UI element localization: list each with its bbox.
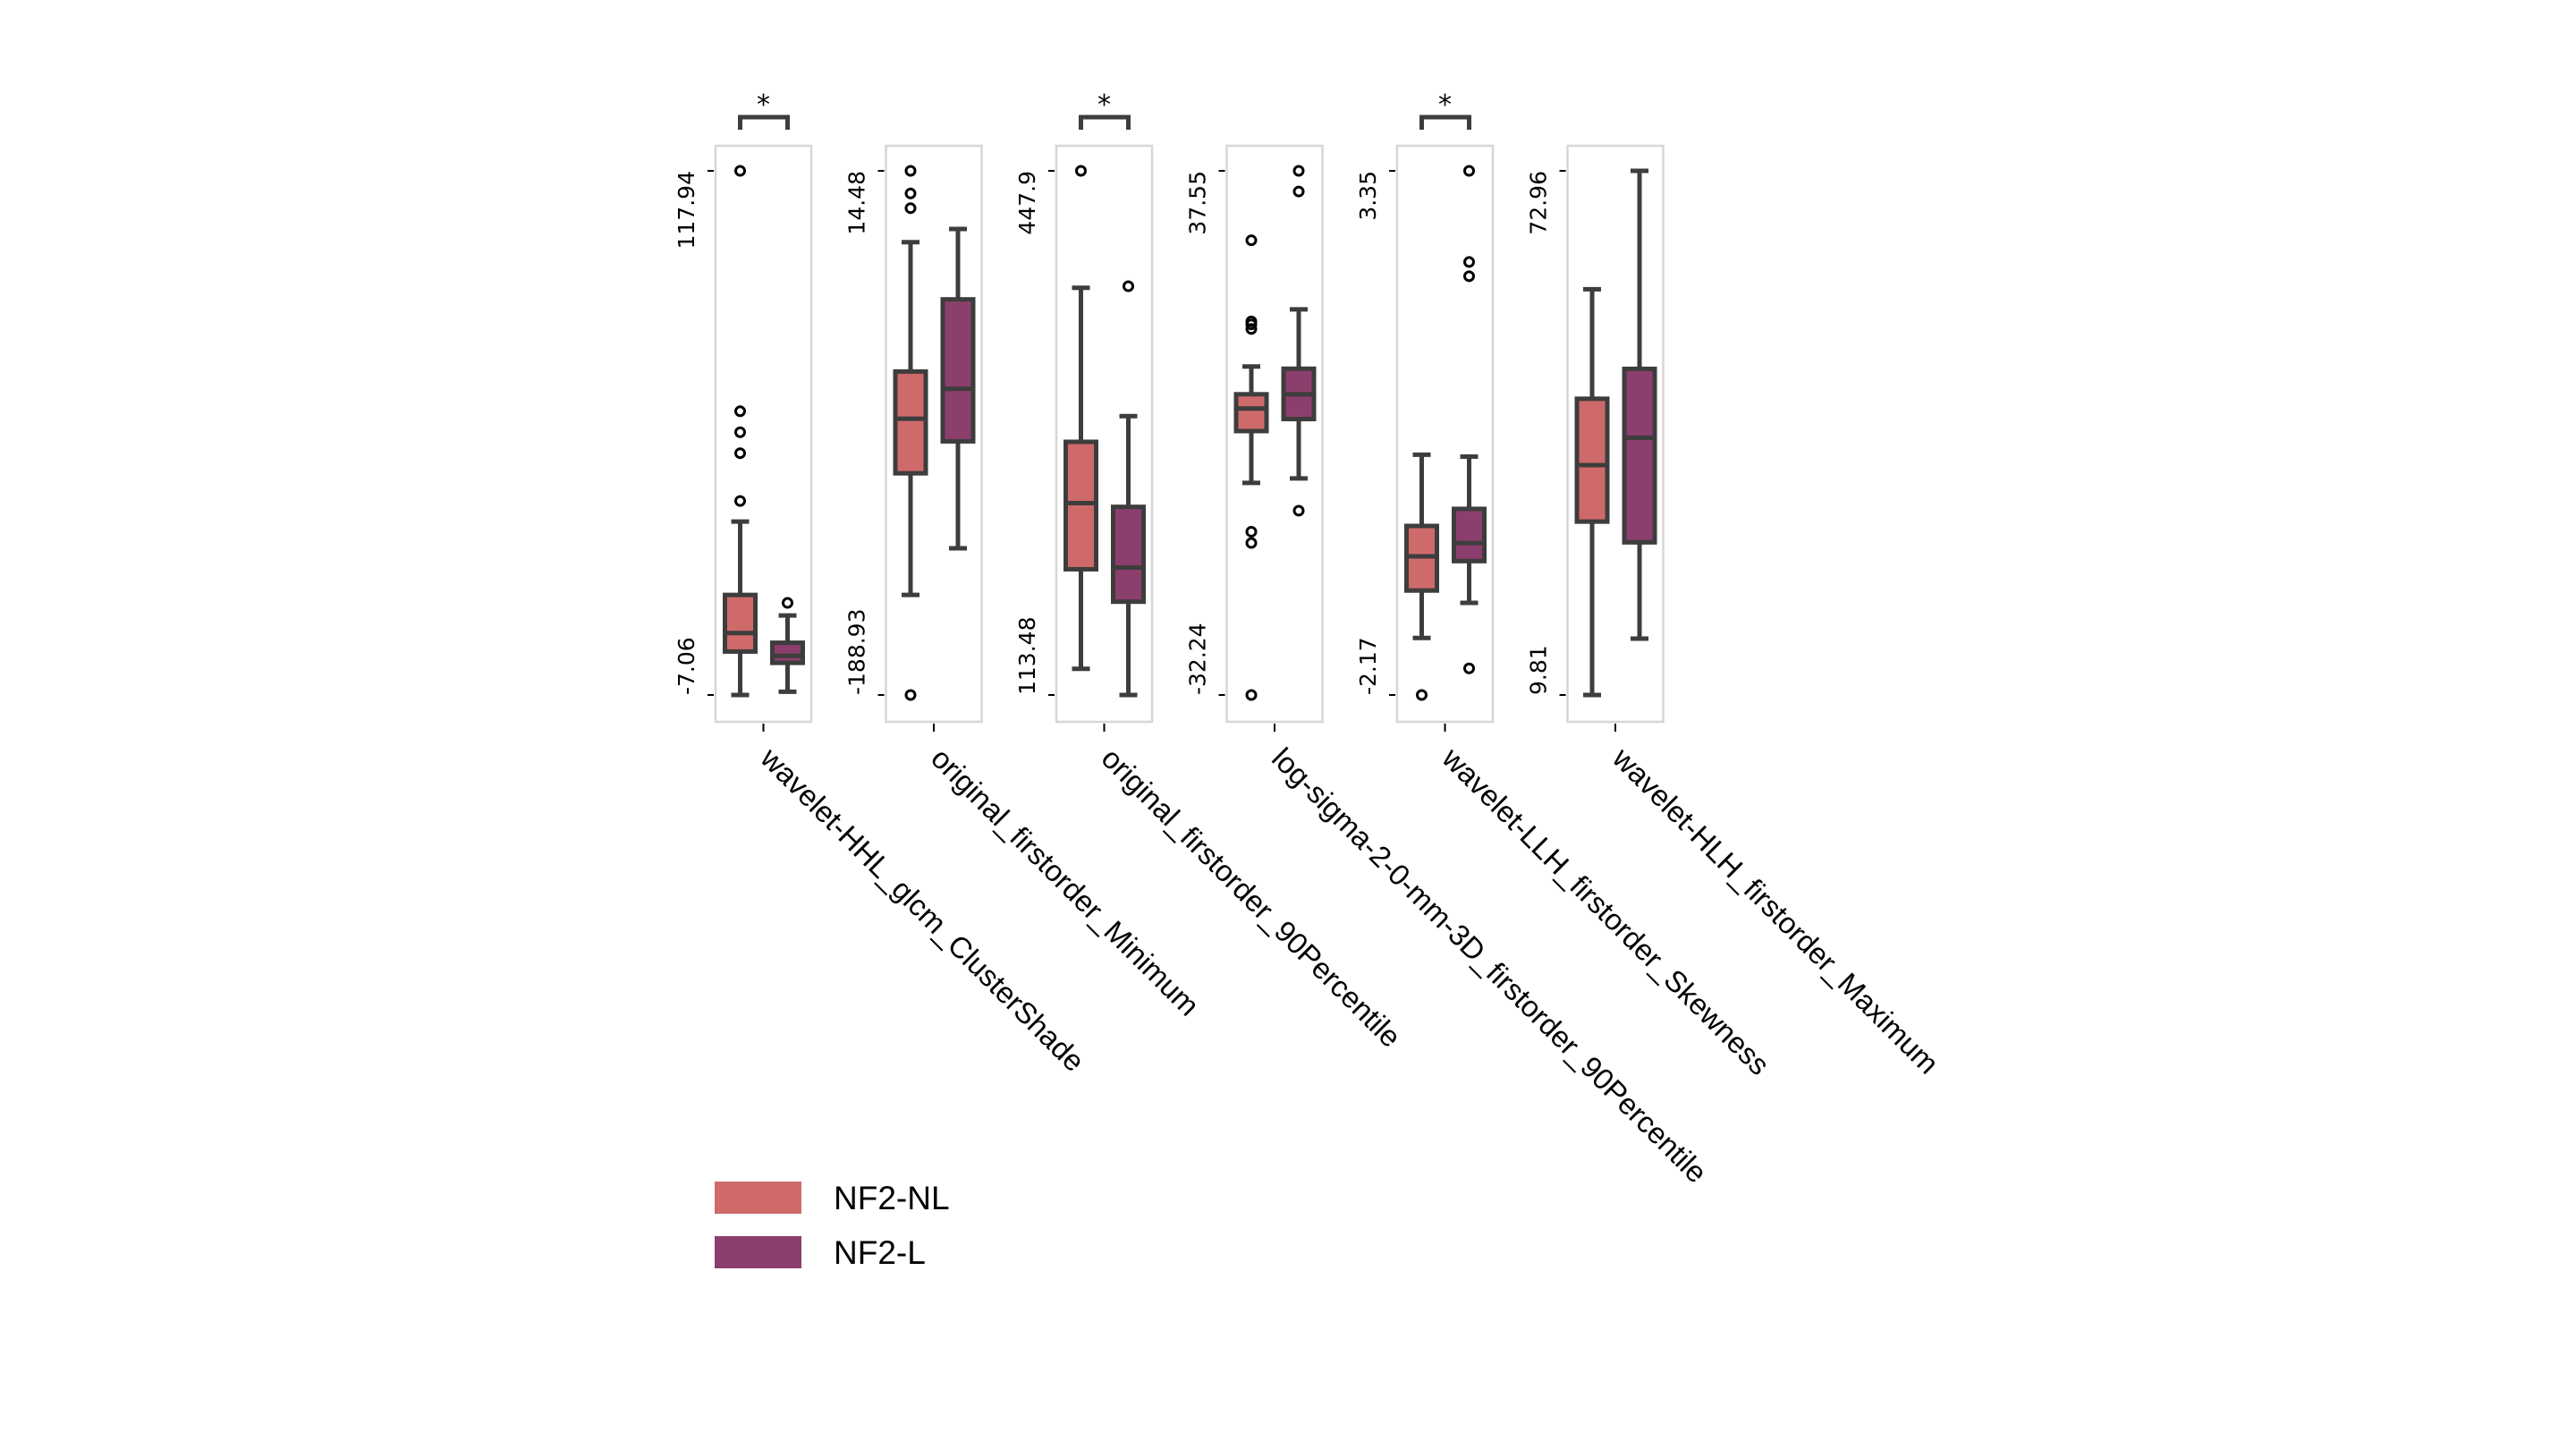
outlier-point: [1245, 689, 1258, 701]
x-tick-label: original_firstorder_90Percentile: [1096, 741, 1408, 1054]
iqr-box: [723, 592, 758, 654]
panel-frame: [1395, 144, 1495, 724]
y-tick-label: 37.55: [1185, 171, 1211, 235]
box-nf2-nl: [1233, 234, 1269, 701]
iqr-box: [1452, 506, 1487, 564]
significance-star: *: [757, 89, 770, 121]
iqr-box: [1574, 396, 1610, 524]
box-nf2-nl: [1404, 452, 1439, 701]
outlier-point: [734, 495, 746, 507]
outlier-point: [904, 165, 917, 177]
outlier-point: [1463, 165, 1475, 177]
iqr-box: [1233, 392, 1269, 434]
box-nf2-nl: [1063, 165, 1098, 672]
box-nf2-nl: [723, 165, 758, 698]
outlier-point: [1245, 323, 1258, 335]
panels: -7.06 117.94 wavelet-HHL_glcm_ClusterShade…: [674, 89, 1945, 1190]
outlier-point: [1245, 537, 1258, 549]
legend-label-nf2-l: NF2-L: [834, 1234, 926, 1271]
outlier-point: [1292, 504, 1305, 517]
outlier-point: [1463, 270, 1475, 283]
y-tick-label: -188.93: [844, 609, 870, 696]
panel-frame: [885, 144, 983, 724]
panel-frame: [1055, 144, 1154, 724]
panel-4: -32.2437.55log-sigma-2-0-mm-3D_firstorde…: [1185, 144, 1714, 1190]
y-tick-label: 72.96: [1526, 171, 1552, 235]
iqr-box: [1111, 504, 1146, 605]
y-tick-label: 447.9: [1014, 171, 1040, 235]
outlier-point: [1416, 689, 1428, 701]
significance-bracket: [738, 114, 790, 130]
y-tick-label: 117.94: [674, 171, 699, 249]
panel-frame: [714, 144, 813, 724]
iqr-box: [770, 640, 805, 665]
box-nf2-l: [1622, 168, 1657, 641]
outlier-point: [734, 447, 746, 460]
y-tick-label: -32.24: [1185, 623, 1211, 695]
iqr-box: [893, 369, 928, 476]
outlier-point: [734, 405, 746, 418]
box-nf2-l: [1452, 165, 1487, 674]
legend-swatch-nf2-nl: [715, 1182, 801, 1214]
y-tick-label: -2.17: [1355, 637, 1381, 695]
panel-5: -2.17 3.35 wavelet-LLH_firstorder_Skewness…: [1355, 89, 1776, 1081]
panel-frame: [1225, 144, 1324, 724]
outlier-point: [904, 689, 917, 701]
box-nf2-l: [1281, 165, 1317, 517]
iqr-box: [1063, 439, 1098, 572]
legend: NF2-NL NF2-L: [715, 1180, 950, 1271]
outlier-point: [1245, 315, 1258, 327]
y-tick-label: 3.35: [1355, 171, 1381, 221]
significance-star: *: [1438, 89, 1452, 121]
outlier-point: [1245, 525, 1258, 538]
outlier-point: [734, 165, 746, 177]
outlier-point: [1292, 165, 1305, 177]
x-tick-label: wavelet-HHL_glcm_ClusterShade: [754, 741, 1091, 1078]
outlier-point: [904, 202, 917, 215]
x-tick-label: wavelet-HLH_firstorder_Maximum: [1606, 741, 1945, 1080]
box-nf2-nl: [1574, 286, 1610, 698]
significance-star: *: [1097, 89, 1111, 121]
box-nf2-nl: [893, 165, 928, 701]
y-tick-label: -7.06: [674, 637, 699, 695]
y-tick-label: 14.48: [844, 171, 870, 235]
y-tick-label: 9.81: [1526, 645, 1552, 695]
box-nf2-l: [940, 226, 976, 551]
panel-6: 9.81 72.96 wavelet-HLH_firstorder_Maximum: [1526, 144, 1945, 1080]
outlier-point: [1463, 256, 1475, 268]
y-tick-label: 113.48: [1014, 617, 1040, 695]
outlier-point: [1463, 662, 1475, 674]
panel-1: -7.06 117.94 wavelet-HHL_glcm_ClusterShade…: [674, 89, 1091, 1078]
outlier-point: [734, 426, 746, 438]
outlier-point: [1292, 185, 1305, 198]
iqr-box: [1622, 366, 1657, 545]
outlier-point: [782, 597, 793, 609]
x-tick-label: original_firstorder_Minimum: [925, 741, 1206, 1022]
significance-bracket: [1419, 114, 1471, 130]
outlier-point: [1245, 234, 1258, 247]
significance-bracket: [1079, 114, 1131, 130]
outlier-point: [904, 187, 917, 199]
iqr-box: [940, 297, 976, 444]
box-nf2-l: [770, 597, 805, 694]
outlier-point: [1075, 165, 1087, 177]
legend-label-nf2-nl: NF2-NL: [834, 1180, 950, 1216]
panel-frame: [1566, 144, 1665, 724]
legend-swatch-nf2-l: [715, 1236, 801, 1268]
x-tick-label: wavelet-LLH_firstorder_Skewness: [1436, 741, 1776, 1081]
box-nf2-l: [1111, 280, 1146, 698]
outlier-point: [1123, 280, 1134, 292]
